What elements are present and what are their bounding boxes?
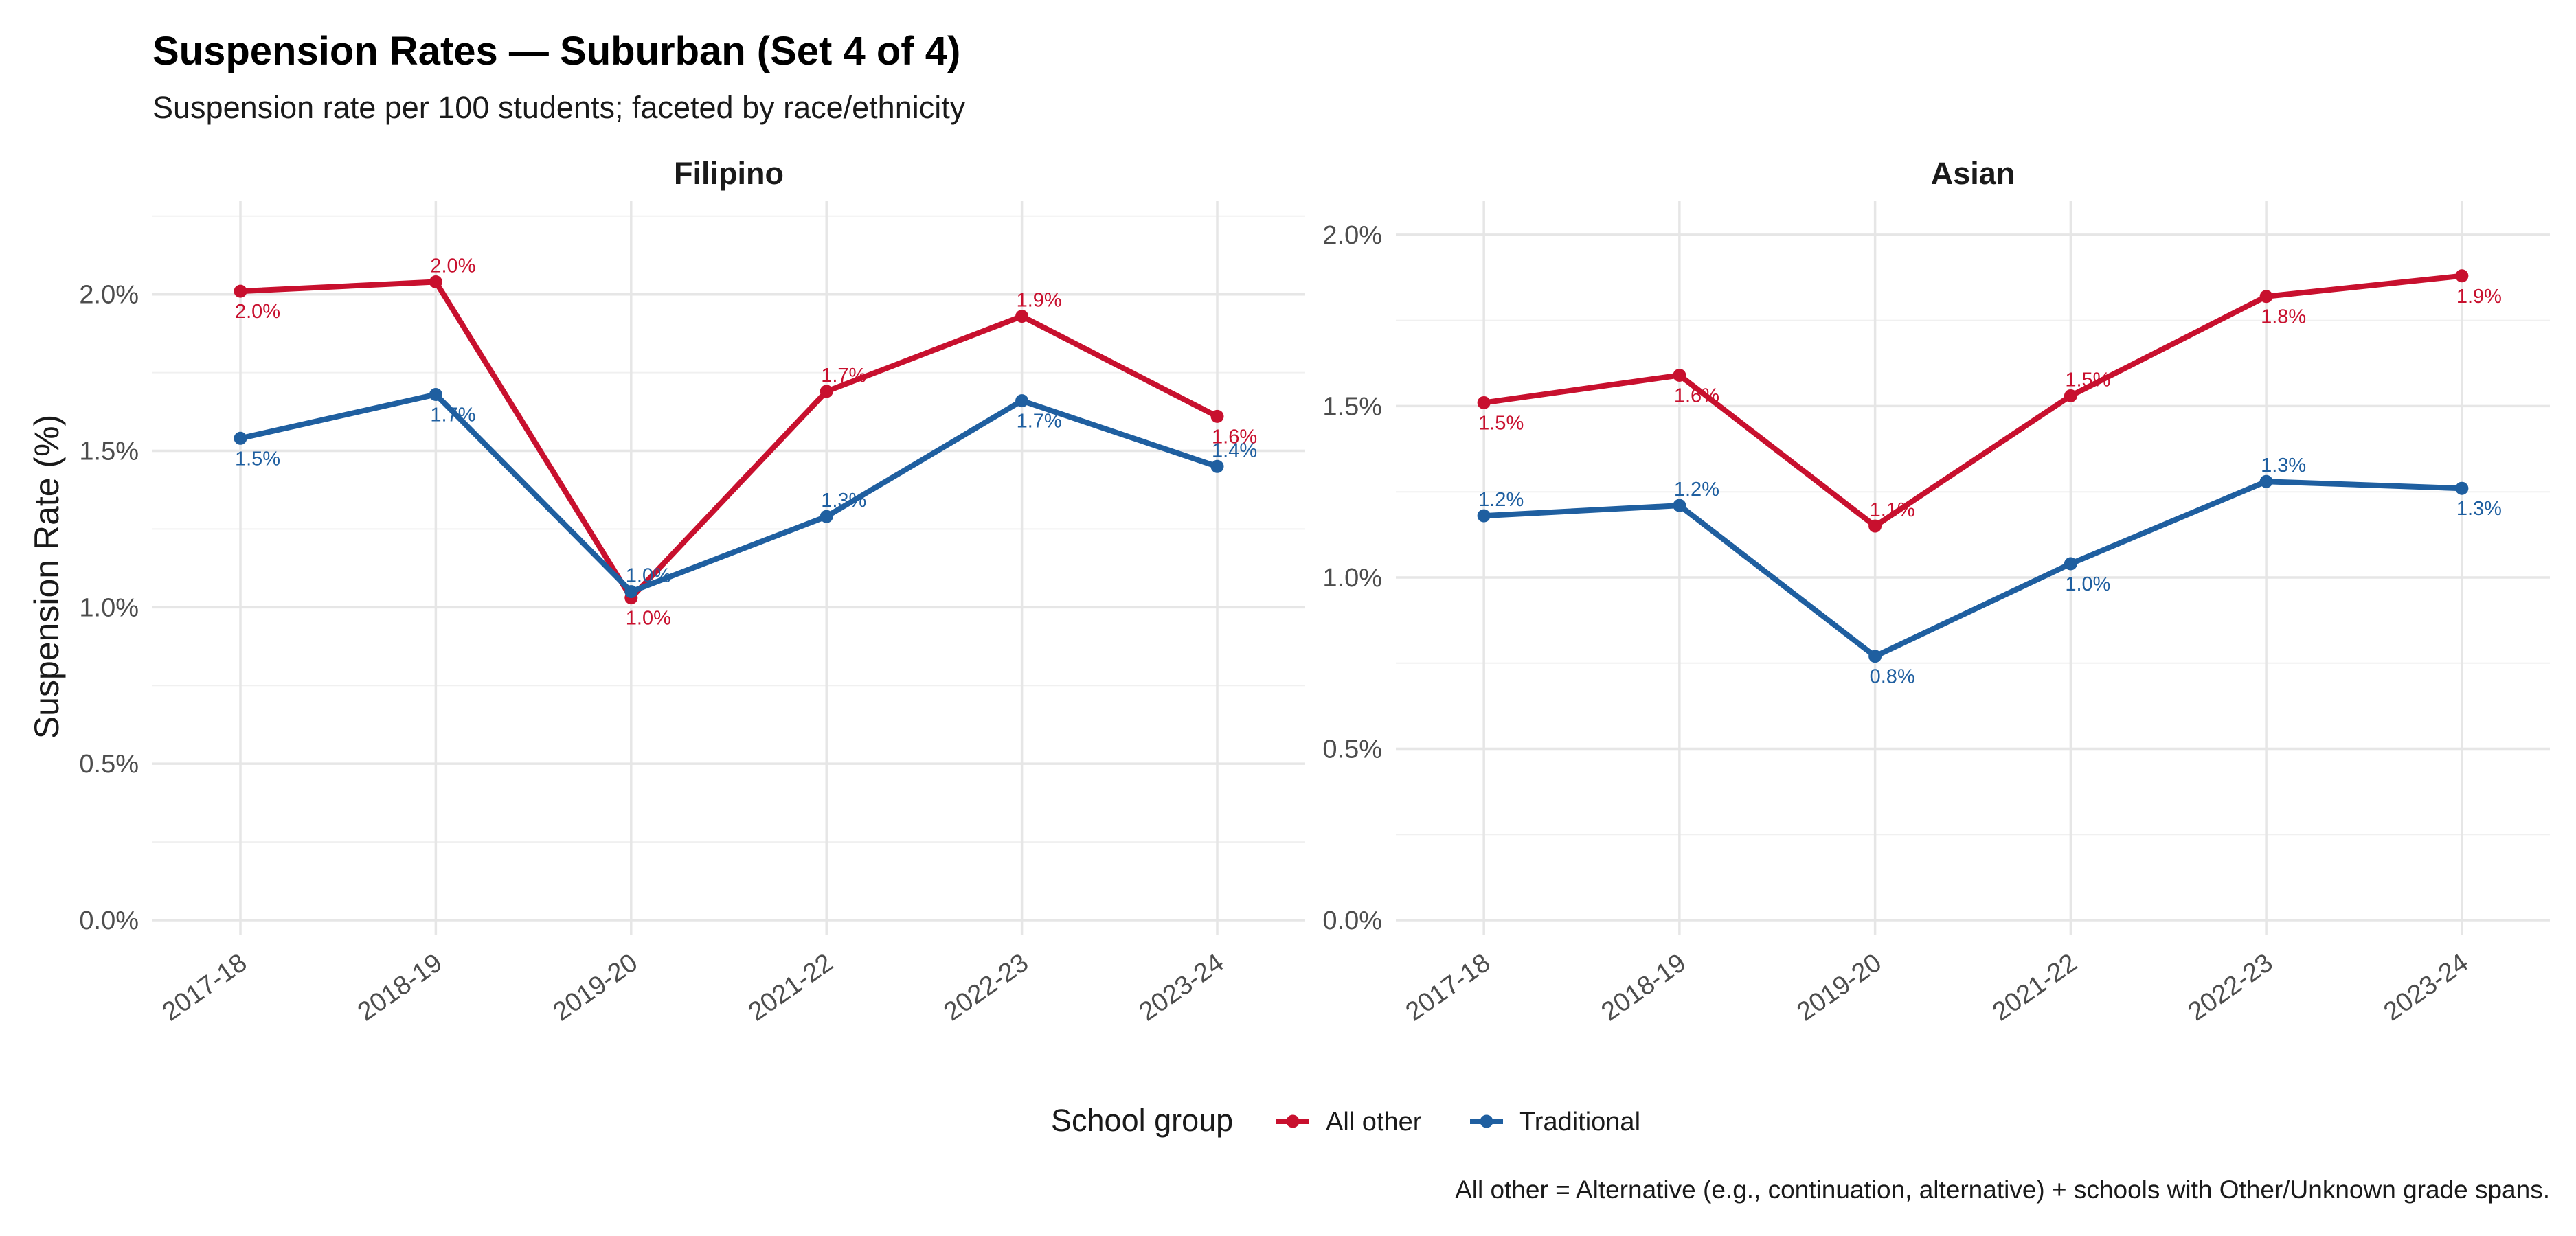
series-line-all-other — [237, 279, 1221, 601]
data-point-all-other — [2455, 269, 2469, 283]
legend-title: School group — [1051, 1103, 1233, 1138]
data-point-all-other — [1210, 409, 1224, 423]
data-point-traditional — [1015, 394, 1029, 408]
data-point-all-other — [1477, 396, 1491, 409]
data-point-all-other — [2064, 389, 2077, 402]
data-point-all-other — [820, 385, 833, 398]
data-point-all-other — [1015, 310, 1029, 323]
chart-caption: All other = Alternative (e.g., continuat… — [1455, 1176, 2550, 1204]
y-axis-label: Suspension Rate (%) — [27, 415, 66, 739]
data-point-traditional — [2064, 557, 2077, 571]
data-label-traditional: 1.3% — [2261, 455, 2306, 477]
data-point-traditional — [1868, 650, 1882, 663]
legend-item-traditional: Traditional — [1470, 1108, 1640, 1136]
data-label-all-other: 1.9% — [1017, 290, 1062, 312]
data-label-all-other: 1.8% — [2261, 306, 2306, 328]
y-tick-label: 1.0% — [1322, 564, 1382, 593]
series-line-traditional — [237, 391, 1221, 595]
legend-label: Traditional — [1519, 1108, 1640, 1136]
chart-title: Suspension Rates — Suburban (Set 4 of 4) — [152, 29, 960, 73]
legend-item-all-other: All other — [1276, 1108, 1422, 1136]
data-label-all-other: 2.0% — [235, 301, 280, 323]
data-label-all-other: 1.7% — [821, 365, 866, 387]
data-point-traditional — [1477, 509, 1491, 523]
data-label-traditional: 1.7% — [430, 404, 475, 426]
data-point-traditional — [429, 388, 442, 402]
y-tick-label: 2.0% — [79, 281, 139, 310]
legend-key-point — [1286, 1114, 1300, 1128]
legend: School group All other Traditional — [1051, 1103, 1640, 1138]
data-label-traditional: 0.8% — [1870, 666, 1915, 688]
data-point-traditional — [234, 431, 247, 445]
data-point-traditional — [2455, 481, 2469, 495]
series-line-all-other — [1481, 273, 2465, 529]
data-point-traditional — [624, 585, 638, 599]
data-label-traditional: 1.0% — [2065, 573, 2110, 595]
y-tick-label: 2.0% — [1322, 221, 1382, 250]
facet-title-asian: Asian — [1931, 156, 2015, 191]
y-tick-label: 0.5% — [1322, 735, 1382, 764]
data-point-all-other — [429, 275, 442, 288]
data-label-all-other: 1.6% — [1674, 385, 1719, 407]
y-tick-label: 1.5% — [1322, 392, 1382, 421]
data-label-all-other: 1.9% — [2456, 286, 2502, 308]
data-label-traditional: 1.0% — [626, 565, 671, 587]
data-label-all-other: 2.0% — [430, 255, 475, 277]
data-point-traditional — [1210, 459, 1224, 473]
data-label-traditional: 1.3% — [821, 490, 866, 512]
data-label-traditional: 1.7% — [1017, 411, 1062, 433]
data-point-all-other — [2259, 290, 2273, 304]
data-label-traditional: 1.3% — [2456, 498, 2502, 520]
data-label-all-other: 1.0% — [626, 608, 671, 630]
data-point-all-other — [1673, 369, 1686, 382]
data-label-traditional: 1.2% — [1674, 479, 1719, 501]
data-label-all-other: 1.5% — [1478, 412, 1524, 434]
data-label-traditional: 1.2% — [1478, 489, 1524, 511]
y-tick-label: 1.5% — [79, 437, 139, 466]
y-tick-label: 0.0% — [1322, 906, 1382, 935]
y-tick-label: 0.5% — [79, 750, 139, 779]
data-label-all-other: 1.1% — [1870, 499, 1915, 521]
y-tick-label: 1.0% — [79, 593, 139, 622]
series-line-traditional — [1481, 479, 2465, 659]
data-point-all-other — [234, 284, 247, 298]
data-label-all-other: 1.5% — [2065, 369, 2110, 391]
chart-subtitle: Suspension rate per 100 students; facete… — [152, 90, 966, 125]
data-label-all-other: 1.6% — [1212, 426, 1257, 448]
legend-label: All other — [1326, 1108, 1422, 1136]
data-label-traditional: 1.4% — [1212, 439, 1257, 461]
data-point-traditional — [820, 510, 833, 523]
facet-title-filipino: Filipino — [674, 156, 784, 191]
data-point-traditional — [1673, 499, 1686, 512]
data-point-all-other — [1868, 519, 1882, 533]
y-tick-label: 0.0% — [79, 906, 139, 935]
data-point-traditional — [2259, 474, 2273, 488]
legend-key-point — [1480, 1114, 1493, 1128]
data-label-traditional: 1.5% — [235, 448, 280, 470]
